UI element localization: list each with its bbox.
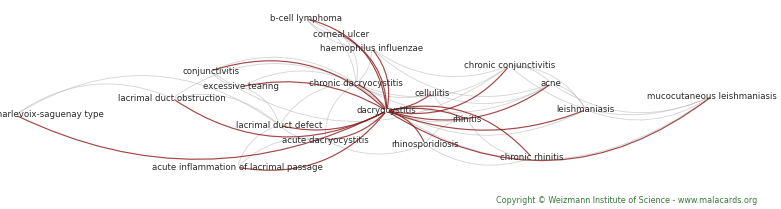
FancyArrowPatch shape (390, 112, 424, 142)
FancyArrowPatch shape (308, 21, 338, 34)
FancyArrowPatch shape (390, 106, 530, 156)
Text: conjunctivitis: conjunctivitis (182, 66, 239, 76)
FancyArrowPatch shape (175, 94, 277, 124)
FancyArrowPatch shape (373, 50, 389, 108)
Text: mucocutaneous leishmaniasis: mucocutaneous leishmaniasis (647, 92, 777, 101)
FancyArrowPatch shape (281, 84, 353, 123)
FancyArrowPatch shape (358, 85, 583, 135)
FancyArrowPatch shape (358, 51, 372, 82)
Text: lacrimal duct obstruction: lacrimal duct obstruction (119, 94, 226, 103)
FancyArrowPatch shape (213, 68, 507, 122)
FancyArrowPatch shape (240, 113, 385, 170)
FancyArrowPatch shape (426, 119, 465, 142)
FancyArrowPatch shape (18, 84, 169, 113)
FancyArrowPatch shape (358, 85, 430, 98)
FancyArrowPatch shape (343, 36, 369, 48)
FancyArrowPatch shape (512, 66, 549, 82)
FancyArrowPatch shape (328, 113, 385, 140)
Text: chronic rhinitis: chronic rhinitis (501, 153, 564, 162)
FancyArrowPatch shape (343, 36, 387, 108)
FancyArrowPatch shape (435, 85, 549, 104)
Text: haemophilus influenzae: haemophilus influenzae (319, 43, 423, 53)
FancyArrowPatch shape (390, 108, 465, 118)
FancyArrowPatch shape (389, 98, 710, 161)
FancyArrowPatch shape (588, 98, 710, 120)
Text: chronic conjunctivitis: chronic conjunctivitis (464, 61, 555, 70)
FancyArrowPatch shape (512, 68, 710, 115)
FancyArrowPatch shape (343, 36, 358, 81)
FancyArrowPatch shape (244, 82, 384, 109)
Text: cellulitis: cellulitis (415, 88, 451, 98)
FancyArrowPatch shape (427, 146, 530, 165)
FancyArrowPatch shape (308, 21, 369, 48)
FancyArrowPatch shape (358, 85, 549, 112)
Text: rhinosporidiosis: rhinosporidiosis (391, 140, 458, 149)
FancyArrowPatch shape (389, 111, 583, 130)
FancyArrowPatch shape (554, 84, 584, 107)
FancyArrowPatch shape (308, 20, 356, 81)
Text: acute inflammation of lacrimal passage: acute inflammation of lacrimal passage (152, 163, 323, 172)
Text: excessive tearing: excessive tearing (203, 82, 279, 91)
Text: b-cell lymphoma: b-cell lymphoma (270, 14, 342, 23)
FancyArrowPatch shape (373, 50, 549, 97)
FancyArrowPatch shape (282, 112, 384, 130)
Text: spastic ataxia, charlevoix-saguenay type: spastic ataxia, charlevoix-saguenay type (0, 110, 104, 120)
Text: Copyright © Weizmann Institute of Science - www.malacards.org: Copyright © Weizmann Institute of Scienc… (496, 196, 758, 205)
Text: dacryocystitis: dacryocystitis (357, 106, 416, 115)
FancyArrowPatch shape (358, 68, 507, 97)
FancyArrowPatch shape (326, 85, 354, 137)
FancyArrowPatch shape (244, 71, 354, 85)
FancyArrowPatch shape (390, 95, 430, 111)
Text: lacrimal duct defect: lacrimal duct defect (237, 121, 323, 130)
FancyArrowPatch shape (328, 141, 423, 154)
FancyArrowPatch shape (309, 19, 387, 108)
FancyArrowPatch shape (434, 96, 465, 119)
Text: acne: acne (541, 79, 562, 88)
Text: acute dacryocystitis: acute dacryocystitis (282, 135, 369, 145)
FancyArrowPatch shape (358, 86, 465, 122)
Text: chronic dacryocystitis: chronic dacryocystitis (309, 79, 403, 88)
FancyArrowPatch shape (358, 85, 385, 108)
FancyArrowPatch shape (213, 61, 385, 109)
FancyArrowPatch shape (18, 75, 277, 124)
FancyArrowPatch shape (175, 64, 354, 97)
FancyArrowPatch shape (212, 73, 238, 87)
FancyArrowPatch shape (244, 88, 279, 123)
FancyArrowPatch shape (213, 57, 354, 82)
Text: leishmaniasis: leishmaniasis (557, 105, 615, 114)
FancyArrowPatch shape (238, 126, 276, 164)
FancyArrowPatch shape (358, 85, 710, 160)
FancyArrowPatch shape (512, 66, 584, 107)
Text: rhinitis: rhinitis (452, 115, 482, 124)
FancyArrowPatch shape (373, 50, 507, 76)
FancyArrowPatch shape (469, 121, 530, 158)
FancyArrowPatch shape (239, 138, 323, 165)
Text: corneal ulcer: corneal ulcer (312, 30, 369, 39)
FancyArrowPatch shape (390, 85, 549, 120)
FancyArrowPatch shape (390, 68, 508, 113)
FancyArrowPatch shape (282, 127, 323, 140)
FancyArrowPatch shape (175, 100, 384, 137)
FancyArrowPatch shape (554, 85, 710, 113)
FancyArrowPatch shape (18, 112, 384, 159)
